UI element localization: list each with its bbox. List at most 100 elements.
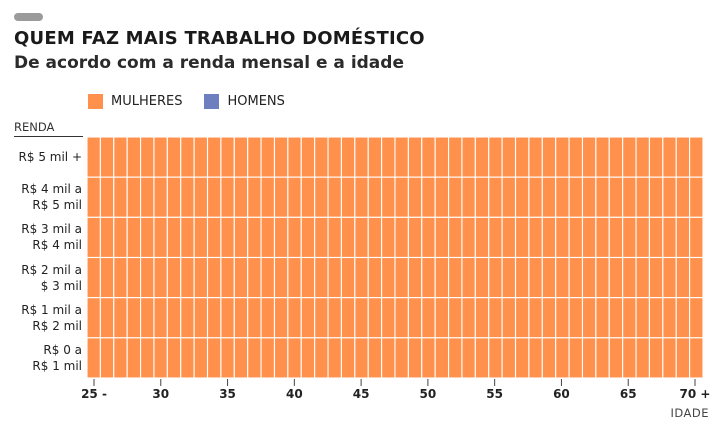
heatmap-cell bbox=[474, 176, 490, 218]
heatmap-cell bbox=[99, 297, 115, 339]
heatmap-cell bbox=[622, 337, 637, 379]
heatmap-cell bbox=[126, 216, 142, 259]
heatmap-cell bbox=[247, 216, 262, 259]
top-pill-decoration bbox=[14, 13, 43, 21]
heatmap-cell bbox=[340, 176, 356, 218]
heatmap-cell bbox=[153, 216, 168, 259]
heatmap-cell bbox=[622, 256, 637, 299]
heatmap-cell bbox=[260, 297, 276, 339]
heatmap-cell bbox=[581, 136, 597, 178]
legend-label-homens: HOMENS bbox=[227, 94, 285, 109]
heatmap-cell bbox=[314, 337, 329, 379]
heatmap-cell bbox=[140, 136, 155, 178]
heatmap-cell bbox=[287, 176, 302, 218]
heatmap-cell bbox=[193, 337, 209, 379]
heatmap-cell bbox=[421, 337, 436, 379]
heatmap-cell bbox=[381, 256, 396, 299]
heatmap-cell bbox=[314, 136, 329, 178]
heatmap-cell bbox=[394, 136, 409, 178]
heatmap-cell bbox=[675, 176, 691, 218]
heatmap-cell bbox=[381, 216, 396, 259]
heatmap-cell bbox=[675, 216, 691, 259]
heatmap-cell bbox=[153, 337, 168, 379]
y-tick-label: R$ 5 mil + bbox=[18, 150, 82, 165]
heatmap-cell bbox=[595, 297, 610, 339]
heatmap-cell bbox=[140, 297, 155, 339]
heatmap-cell bbox=[381, 337, 396, 379]
heatmap-cell bbox=[113, 216, 128, 259]
heatmap-cell bbox=[327, 176, 342, 218]
heatmap-cell bbox=[381, 176, 396, 218]
heatmap-cell bbox=[327, 297, 342, 339]
heatmap-cell bbox=[340, 216, 356, 259]
heatmap-cell bbox=[434, 337, 450, 379]
legend: MULHERES HOMENS bbox=[88, 94, 285, 109]
heatmap-cell bbox=[247, 297, 262, 339]
heatmap-cell bbox=[287, 136, 302, 178]
heatmap-cell bbox=[367, 216, 383, 259]
heatmap-cell bbox=[448, 216, 463, 259]
heatmap-cell bbox=[608, 136, 624, 178]
heatmap-cell bbox=[461, 136, 476, 178]
heatmap-cell bbox=[514, 216, 530, 259]
heatmap-cell bbox=[166, 256, 182, 299]
heatmap-cell bbox=[260, 176, 276, 218]
heatmap-cell bbox=[220, 216, 235, 259]
heatmap-cell bbox=[474, 297, 490, 339]
heatmap-cell bbox=[394, 297, 409, 339]
heatmap-cell bbox=[140, 337, 155, 379]
heatmap-cell bbox=[622, 216, 637, 259]
heatmap-cell bbox=[421, 297, 436, 339]
heatmap-cell bbox=[421, 136, 436, 178]
heatmap-cell bbox=[287, 297, 302, 339]
heatmap-cell bbox=[474, 136, 490, 178]
chart-subtitle: De acordo com a renda mensal e a idade bbox=[14, 53, 404, 73]
heatmap-cell bbox=[555, 297, 570, 339]
heatmap-cell bbox=[407, 136, 423, 178]
heatmap-cell bbox=[287, 216, 302, 259]
heatmap-cell bbox=[648, 256, 664, 299]
y-tick-label: R$ 4 mil a R$ 5 mil bbox=[21, 182, 82, 213]
heatmap-cell bbox=[568, 337, 584, 379]
heatmap-cell bbox=[247, 256, 262, 299]
heatmap-cell bbox=[327, 256, 342, 299]
heatmap-cell bbox=[528, 337, 543, 379]
heatmap-cell bbox=[273, 297, 289, 339]
heatmap-cell bbox=[86, 256, 101, 299]
heatmap-cell bbox=[635, 136, 650, 178]
heatmap-cell bbox=[327, 216, 342, 259]
heatmap-cell bbox=[206, 136, 222, 178]
heatmap-cell bbox=[300, 337, 316, 379]
heatmap-cell bbox=[300, 136, 316, 178]
heatmap-cell bbox=[180, 176, 195, 218]
heatmap-cell bbox=[180, 297, 195, 339]
heatmap-cell bbox=[622, 176, 637, 218]
heatmap-cell bbox=[233, 297, 249, 339]
heatmap-cell bbox=[622, 136, 637, 178]
heatmap-cell bbox=[675, 297, 691, 339]
heatmap-cell bbox=[608, 176, 624, 218]
heatmap-cell bbox=[528, 256, 543, 299]
heatmap-cell bbox=[273, 216, 289, 259]
heatmap-cell bbox=[206, 256, 222, 299]
heatmap-cell bbox=[648, 176, 664, 218]
x-tick-label: 70 + bbox=[679, 387, 711, 401]
heatmap-cell bbox=[608, 256, 624, 299]
heatmap-cell bbox=[555, 256, 570, 299]
heatmap-cell bbox=[113, 136, 128, 178]
legend-item-mulheres: MULHERES bbox=[88, 94, 182, 109]
heatmap-cell bbox=[233, 176, 249, 218]
heatmap-cell bbox=[153, 176, 168, 218]
heatmap-cell bbox=[581, 297, 597, 339]
heatmap-cell bbox=[461, 216, 476, 259]
heatmap-cell bbox=[595, 337, 610, 379]
y-tick-label: R$ 3 mil a R$ 4 mil bbox=[21, 222, 82, 253]
heatmap-cell bbox=[581, 176, 597, 218]
heatmap-cell bbox=[247, 176, 262, 218]
heatmap-cell bbox=[434, 256, 450, 299]
heatmap-cell bbox=[367, 256, 383, 299]
heatmap-cell bbox=[488, 176, 503, 218]
heatmap-cell bbox=[501, 297, 517, 339]
heatmap-cell bbox=[193, 256, 209, 299]
heatmap-cell bbox=[662, 176, 677, 218]
